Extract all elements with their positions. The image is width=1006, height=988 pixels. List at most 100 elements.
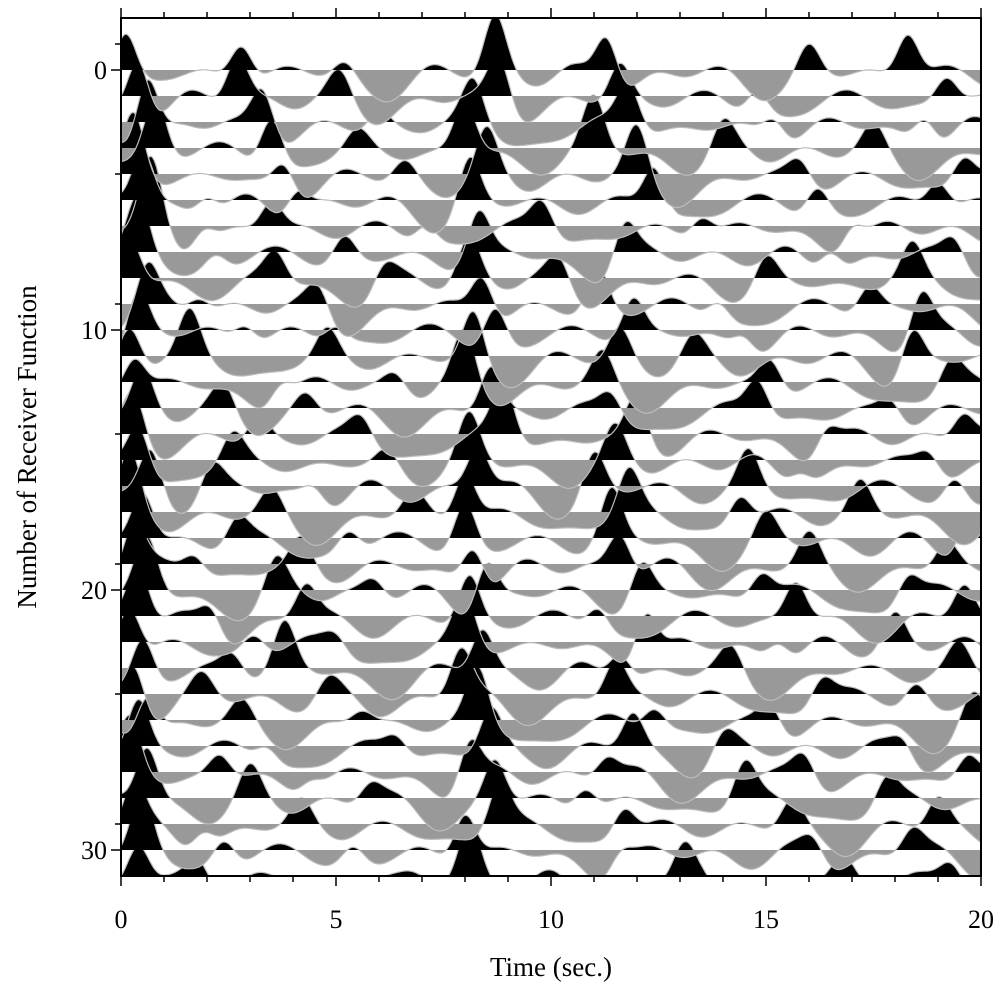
- trace-22: [121, 593, 981, 664]
- trace-line: [121, 665, 981, 755]
- trace-positive-fill: [121, 647, 981, 694]
- trace-positive-fill: [121, 447, 981, 486]
- trace-12: [121, 328, 981, 414]
- y-tick-label: 30: [81, 836, 107, 865]
- trace-line: [121, 111, 981, 209]
- trace-positive-fill: [121, 487, 981, 538]
- trace-line: [121, 793, 972, 876]
- trace-negative-fill: [121, 772, 981, 804]
- trace-positive-fill: [121, 329, 981, 382]
- trace-negative-fill: [121, 226, 981, 252]
- trace-4: [121, 111, 981, 209]
- trace-positive-fill: [121, 715, 981, 772]
- trace-positive-fill: [121, 748, 981, 798]
- trace-negative-fill: [121, 746, 981, 778]
- trace-negative-fill: [121, 356, 981, 388]
- trace-11: [121, 307, 981, 389]
- trace-negative-fill: [121, 122, 981, 146]
- trace-positive-fill: [121, 366, 981, 408]
- trace-negative-fill: [121, 408, 981, 437]
- trace-positive-fill: [121, 593, 981, 642]
- y-tick-label: 20: [81, 576, 107, 605]
- trace-negative-fill: [121, 616, 981, 644]
- trace-28: [121, 747, 981, 832]
- trace-negative-fill: [121, 382, 981, 414]
- trace-negative-fill: [121, 174, 981, 208]
- x-axis-ticks: 0 5 10 15 20: [115, 8, 994, 934]
- trace-line: [121, 94, 981, 182]
- trace-3: [121, 94, 981, 182]
- x-tick-label: 5: [330, 905, 343, 934]
- trace-line: [121, 194, 981, 284]
- trace-30: [121, 793, 981, 876]
- trace-positive-fill: [121, 18, 981, 70]
- trace-24: [121, 647, 981, 727]
- trace-line: [121, 714, 981, 804]
- trace-line: [121, 410, 981, 490]
- trace-line: [121, 534, 981, 622]
- trace-positive-fill: [121, 699, 981, 746]
- y-tick-label: 0: [94, 56, 107, 85]
- trace-line: [121, 486, 981, 572]
- trace-negative-fill: [121, 668, 981, 701]
- trace-negative-fill: [121, 538, 981, 572]
- trace-negative-fill: [121, 642, 981, 664]
- trace-negative-fill: [121, 330, 981, 352]
- trace-line: [121, 18, 981, 103]
- trace-10: [121, 289, 981, 353]
- trace-negative-fill: [121, 850, 981, 876]
- trace-27: [121, 714, 981, 804]
- trace-positive-fill: [121, 236, 981, 278]
- trace-negative-fill: [121, 148, 981, 181]
- trace-line: [121, 150, 981, 234]
- trace-line: [121, 366, 981, 438]
- trace-negative-fill: [121, 720, 981, 754]
- trace-7: [121, 194, 981, 284]
- x-tick-label: 0: [115, 905, 128, 934]
- trace-line: [121, 778, 981, 858]
- trace-positive-fill: [121, 308, 981, 356]
- trace-line: [121, 647, 981, 727]
- trace-line: [121, 261, 981, 337]
- trace-13: [121, 366, 981, 438]
- trace-23: [121, 619, 981, 701]
- trace-negative-fill: [121, 694, 981, 726]
- trace-line: [121, 328, 981, 414]
- trace-line: [121, 289, 981, 353]
- trace-positive-fill: [121, 56, 981, 96]
- trace-negative-fill: [121, 564, 981, 593]
- trace-line: [121, 446, 981, 520]
- trace-negative-fill: [121, 304, 981, 337]
- y-axis-label: Number of Receiver Function: [12, 285, 42, 609]
- trace-line: [121, 77, 981, 147]
- trace-18: [121, 486, 981, 572]
- trace-line: [121, 747, 981, 832]
- x-tick-label: 10: [538, 905, 564, 934]
- trace-negative-fill: [121, 278, 981, 309]
- trace-2: [121, 77, 981, 147]
- trace-positive-fill: [121, 566, 981, 616]
- trace-negative-fill: [121, 798, 981, 831]
- trace-positive-fill: [121, 290, 981, 330]
- trace-negative-fill: [121, 70, 981, 102]
- trace-20: [121, 534, 981, 622]
- trace-6: [121, 155, 981, 253]
- trace-0: [121, 18, 981, 103]
- trace-26: [121, 698, 981, 779]
- trace-layer: [121, 18, 981, 876]
- trace-16: [121, 446, 981, 520]
- trace-negative-fill: [121, 824, 981, 857]
- x-tick-label: 15: [753, 905, 779, 934]
- trace-positive-fill: [121, 620, 981, 668]
- y-tick-label: 10: [81, 316, 107, 345]
- trace-15: [121, 410, 981, 490]
- trace-line: [121, 698, 981, 779]
- trace-negative-fill: [121, 486, 981, 520]
- trace-line: [121, 155, 981, 253]
- trace-line: [121, 55, 981, 126]
- trace-5: [121, 150, 981, 234]
- trace-line: [121, 593, 981, 664]
- trace-line: [121, 307, 981, 389]
- trace-line: [121, 520, 981, 593]
